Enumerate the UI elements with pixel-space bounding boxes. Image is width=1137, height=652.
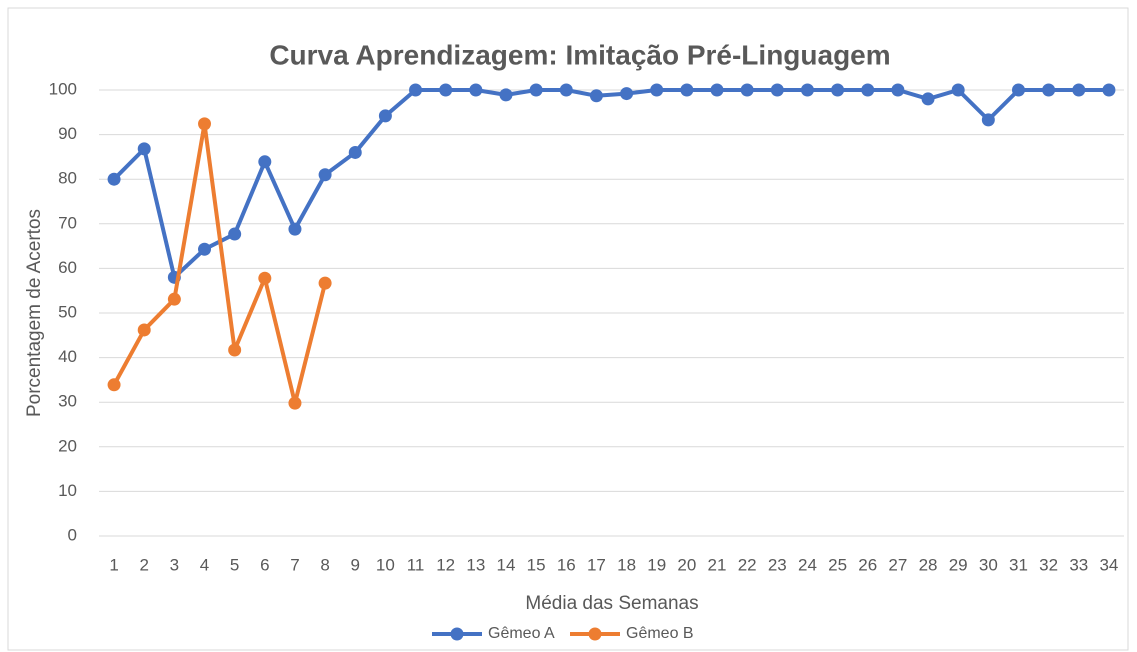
x-tick-label: 31	[1009, 555, 1028, 574]
x-tick-label: 9	[351, 555, 360, 574]
data-point	[409, 83, 423, 97]
x-tick-label: 20	[677, 555, 696, 574]
data-point	[1042, 83, 1056, 97]
x-tick-label: 17	[587, 555, 606, 574]
y-tick-label: 60	[58, 258, 77, 277]
data-point	[378, 109, 392, 123]
series-line	[112, 88, 1109, 280]
x-tick-label: 14	[497, 555, 516, 574]
y-tick-label: 80	[58, 169, 77, 188]
data-point	[650, 83, 664, 97]
x-tick-label: 32	[1039, 555, 1058, 574]
x-tick-label: 27	[888, 555, 907, 574]
data-point	[439, 83, 453, 97]
x-tick-label: 2	[139, 555, 148, 574]
x-tick-label: 28	[919, 555, 938, 574]
x-tick-label: 1	[109, 555, 118, 574]
data-point	[137, 142, 151, 156]
legend-marker	[450, 627, 464, 641]
y-tick-label: 0	[68, 525, 77, 544]
data-point	[951, 83, 965, 97]
data-point	[137, 323, 151, 337]
legend-marker	[588, 627, 602, 641]
x-tick-label: 13	[466, 555, 485, 574]
x-tick-label: 11	[407, 555, 425, 574]
data-point	[800, 83, 814, 97]
data-point	[469, 83, 483, 97]
y-tick-label: 90	[58, 124, 77, 143]
data-point	[258, 155, 272, 169]
data-point	[499, 88, 513, 102]
data-point	[589, 89, 603, 103]
x-tick-label: 29	[949, 555, 968, 574]
x-tick-label: 19	[647, 555, 666, 574]
x-tick-label: 18	[617, 555, 636, 574]
data-point	[107, 378, 121, 392]
y-tick-label: 70	[58, 213, 77, 232]
data-point	[710, 83, 724, 97]
data-point	[861, 83, 875, 97]
x-tick-label: 24	[798, 555, 817, 574]
y-tick-label: 20	[58, 436, 77, 455]
data-point	[288, 396, 302, 410]
x-tick-label: 33	[1069, 555, 1088, 574]
x-tick-label: 26	[858, 555, 877, 574]
data-point	[891, 83, 905, 97]
legend-label: Gêmeo B	[626, 625, 694, 642]
x-tick-label: 6	[260, 555, 269, 574]
data-point	[740, 83, 754, 97]
y-tick-label: 30	[58, 392, 77, 411]
data-point	[921, 92, 935, 106]
data-point	[198, 117, 212, 131]
y-tick-label: 100	[49, 79, 77, 98]
chart-title: Curva Aprendizagem: Imitação Pré-Linguag…	[269, 39, 890, 70]
x-tick-label: 3	[170, 555, 179, 574]
y-tick-label: 50	[58, 302, 77, 321]
data-point	[770, 83, 784, 97]
data-point	[258, 271, 272, 285]
x-tick-label: 5	[230, 555, 239, 574]
data-point	[228, 343, 242, 357]
x-tick-label: 7	[290, 555, 299, 574]
data-point	[559, 83, 573, 97]
y-tick-label: 40	[58, 347, 77, 366]
data-point	[348, 145, 362, 159]
x-tick-label: 15	[527, 555, 546, 574]
data-point	[620, 87, 634, 101]
x-tick-label: 12	[436, 555, 455, 574]
x-tick-label: 34	[1099, 555, 1118, 574]
data-point	[529, 83, 543, 97]
x-axis-title: Média das Semanas	[525, 593, 698, 614]
series-line	[112, 121, 328, 406]
data-point	[198, 242, 212, 256]
x-tick-label: 25	[828, 555, 847, 574]
x-tick-label: 30	[979, 555, 998, 574]
data-point	[680, 83, 694, 97]
x-tick-label: 16	[557, 555, 576, 574]
data-point	[981, 113, 995, 127]
data-point	[228, 227, 242, 241]
data-point	[318, 276, 332, 290]
x-tick-label: 22	[738, 555, 757, 574]
data-point	[107, 172, 121, 186]
chart-border	[7, 7, 1129, 651]
x-tick-label: 4	[200, 555, 209, 574]
data-point	[167, 292, 181, 306]
x-tick-label: 21	[708, 555, 727, 574]
y-axis-title: Porcentagem de Acertos	[24, 209, 45, 417]
data-point	[318, 168, 332, 182]
x-tick-label: 8	[320, 555, 329, 574]
data-point	[1011, 83, 1025, 97]
x-tick-label: 23	[768, 555, 787, 574]
data-point	[288, 222, 302, 236]
x-tick-label: 10	[376, 555, 395, 574]
y-tick-label: 10	[58, 481, 77, 500]
legend-label: Gêmeo A	[488, 625, 555, 642]
data-point	[1072, 83, 1086, 97]
data-point	[831, 83, 845, 97]
data-point	[1102, 83, 1116, 97]
